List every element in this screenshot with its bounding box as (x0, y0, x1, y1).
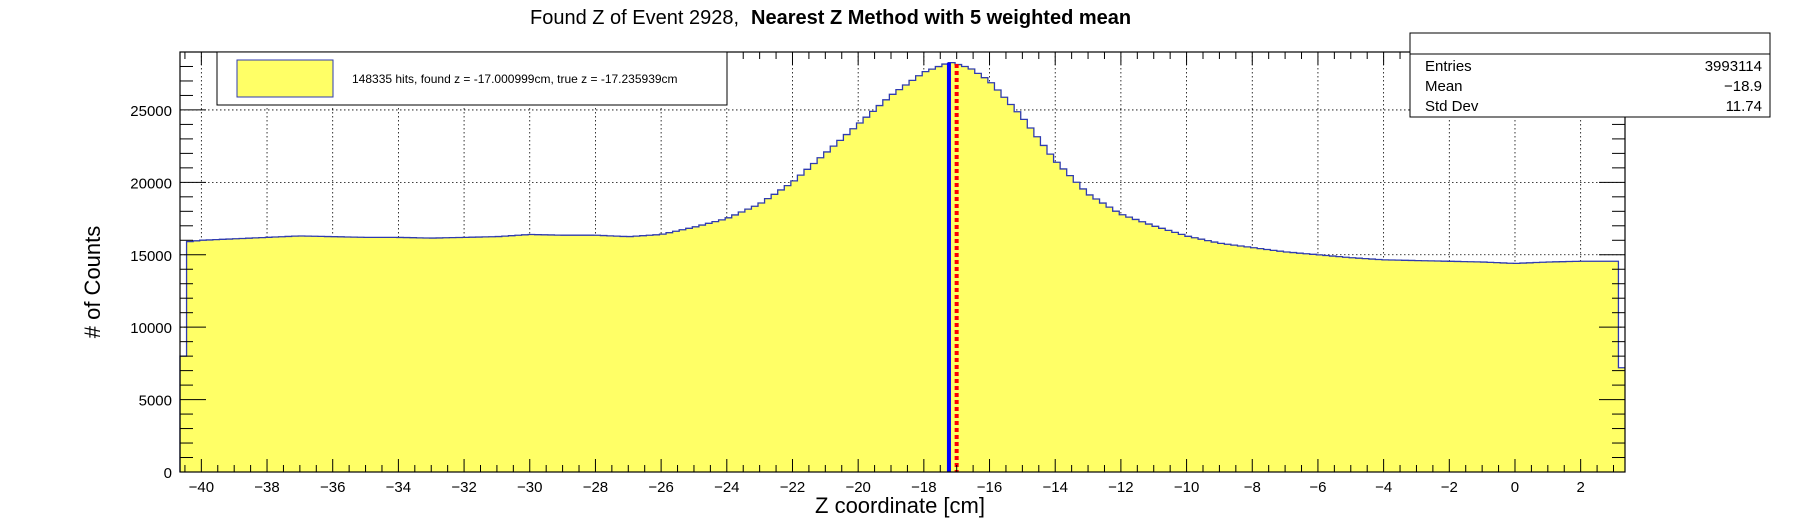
stats-label: Entries (1425, 58, 1472, 75)
x-tick-label: −22 (780, 479, 805, 496)
histogram-fill (180, 62, 1625, 472)
x-tick-label: 2 (1576, 479, 1584, 496)
x-tick-label: −14 (1042, 479, 1067, 496)
y-tick-label: 25000 (130, 103, 172, 120)
x-tick-label: −24 (714, 479, 739, 496)
z-marker-lines (946, 62, 959, 472)
x-tick-label: −2 (1441, 479, 1458, 496)
x-tick-label: −36 (320, 479, 345, 496)
x-tick-label: −28 (583, 479, 608, 496)
legend-entry-label: 148335 hits, found z = -17.000999cm, tru… (352, 72, 678, 86)
x-tick-label: 0 (1511, 479, 1519, 496)
x-tick-label: −18 (911, 479, 936, 496)
x-tick-label: −4 (1375, 479, 1392, 496)
stats-value: 11.74 (1726, 98, 1762, 115)
x-tick-label: −10 (1174, 479, 1199, 496)
x-tick-label: −12 (1108, 479, 1133, 496)
x-tick-label: −34 (386, 479, 411, 496)
x-tick-label: −26 (648, 479, 673, 496)
chart-title-bold: Nearest Z Method with 5 weighted mean (751, 7, 1131, 29)
stats-value: −18.9 (1724, 78, 1762, 95)
histogram-bars (179, 61, 1625, 472)
x-tick-label: −32 (451, 479, 476, 496)
x-tick-label: −38 (254, 479, 279, 496)
y-tick-label: 10000 (130, 320, 172, 337)
x-tick-label: −40 (189, 479, 214, 496)
chart-title: Found Z of Event 2928, (530, 7, 739, 29)
legend-swatch (236, 59, 334, 98)
x-tick-label: −8 (1244, 479, 1261, 496)
axis-ticks: −40 −38 −36 −34 −32 −30 −28 −26 −24 −22 −20 −18 −16−… (130, 51, 1625, 496)
stats-label: Mean (1425, 78, 1463, 95)
y-tick-label: 5000 (139, 393, 172, 410)
y-tick-label: 15000 (130, 248, 172, 265)
plot-frame (179, 51, 1626, 473)
legend: 148335 hits, found z = -17.000999cm, tru… (216, 51, 728, 106)
y-tick-label: 20000 (130, 175, 172, 192)
x-tick-label: −16 (977, 479, 1002, 496)
y-tick-label: 0 (164, 465, 172, 482)
histogram-outline (179, 61, 1625, 472)
stats-label: Std Dev (1425, 98, 1479, 115)
y-axis-label: # of Counts (80, 226, 105, 339)
x-axis-label: Z coordinate [cm] (815, 493, 985, 518)
stats-box: Entries 3993114 Mean −18.9 Std Dev 11.74 (1409, 32, 1771, 118)
x-tick-label: −20 (845, 479, 870, 496)
x-tick-label: −6 (1309, 479, 1326, 496)
stats-rows: Entries 3993114 Mean −18.9 Std Dev 11.74 (1425, 58, 1762, 115)
stats-value: 3993114 (1705, 58, 1762, 75)
x-tick-label: −30 (517, 479, 542, 496)
